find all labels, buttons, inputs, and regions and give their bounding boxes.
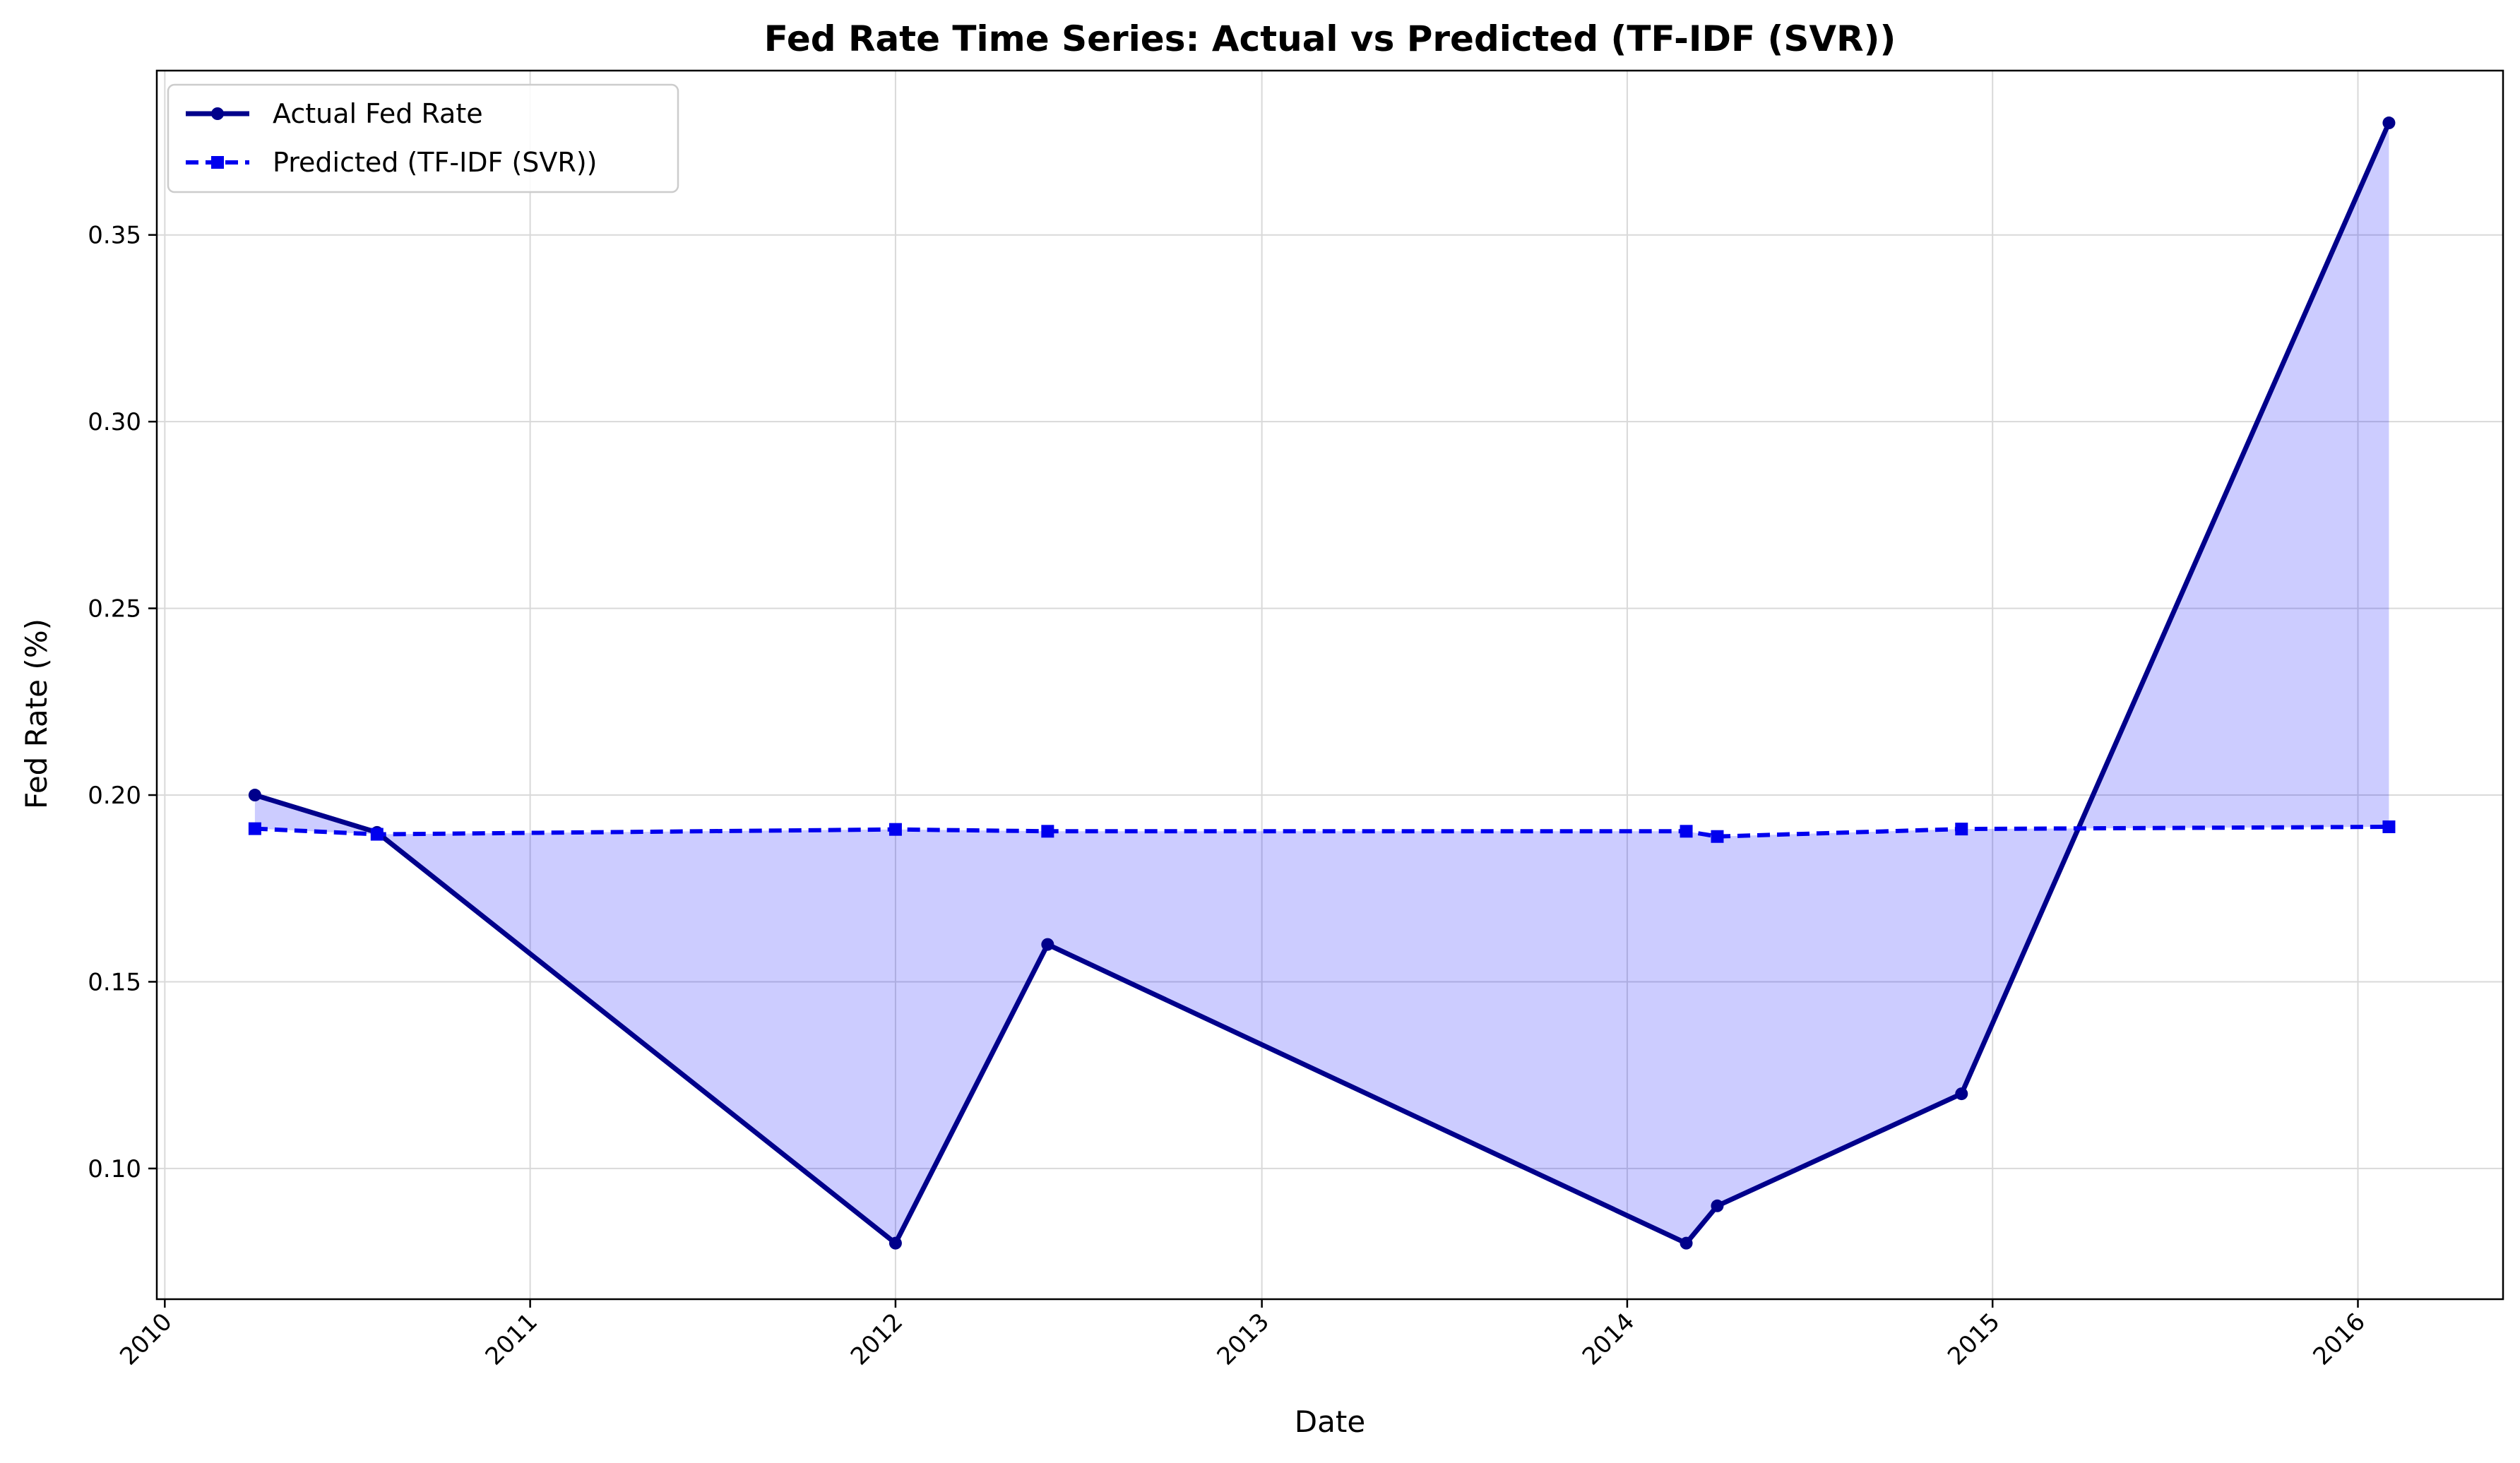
data-point-actual [1955,1087,1968,1101]
data-point-predicted [1041,825,1054,838]
data-point-predicted [248,822,261,835]
y-tick-label: 0.30 [88,408,141,436]
data-point-predicted [1680,825,1693,838]
y-tick-label: 0.10 [88,1155,141,1183]
legend-marker-actual [211,107,224,120]
data-point-actual [888,1236,902,1250]
data-point-predicted [888,823,902,836]
legend-marker-predicted [211,156,224,169]
grid-layer [157,71,2503,1299]
legend: Actual Fed Rate Predicted (TF-IDF (SVR)) [167,83,679,193]
y-tick-label: 0.35 [88,222,141,250]
legend-box [167,83,679,193]
legend-label-predicted: Predicted (TF-IDF (SVR)) [273,147,597,178]
y-tick-label: 0.20 [88,782,141,810]
x-axis-label: Date [1295,1404,1365,1439]
data-point-predicted [1955,823,1968,836]
chart-title: Fed Rate Time Series: Actual vs Predicte… [764,18,1896,59]
y-axis-label: Fed Rate (%) [19,619,54,809]
data-point-actual [1041,938,1054,951]
plot-frame [155,69,2504,1301]
fill-layer [254,123,2389,1243]
y-tick-label: 0.15 [88,968,141,996]
series-layer [248,117,2396,1250]
data-point-actual [1680,1236,1693,1250]
data-point-predicted [1711,830,1724,843]
data-point-actual [1711,1199,1724,1212]
series-line-actual [254,121,2391,1246]
data-point-actual [248,789,261,802]
data-point-predicted [370,828,384,841]
legend-label-actual: Actual Fed Rate [273,98,483,129]
y-tick-label: 0.25 [88,595,141,623]
data-point-actual [2382,117,2396,130]
fill-between-area [254,123,2389,1243]
data-point-predicted [2382,820,2396,833]
series-line-predicted [254,825,2389,839]
